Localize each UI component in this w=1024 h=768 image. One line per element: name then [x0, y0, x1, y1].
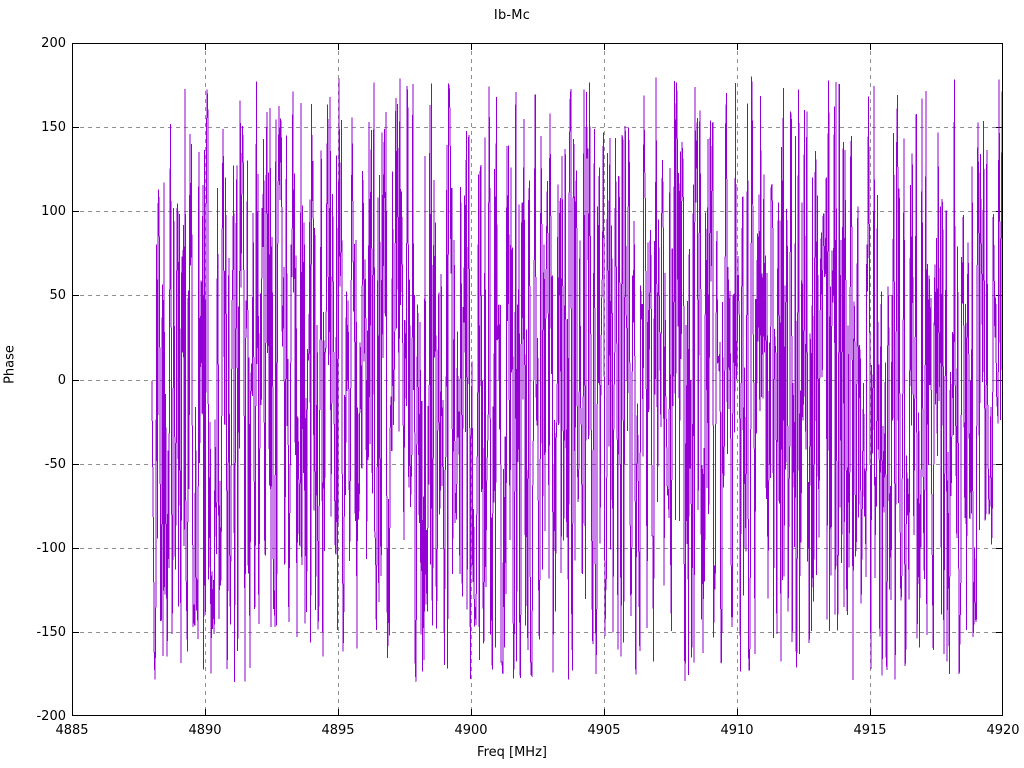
chart-title: Ib-Mc — [493, 8, 531, 23]
data-series-line — [151, 76, 1003, 683]
y-tick-label: -200 — [36, 709, 66, 724]
plot-canvas — [72, 43, 1003, 716]
axis-tick-marks — [72, 43, 1003, 716]
x-tick-label: 4905 — [587, 723, 621, 738]
data-series-layer — [151, 76, 1003, 683]
y-tick-label: 50 — [49, 288, 66, 304]
x-tick-label: 4890 — [188, 723, 222, 738]
y-tick-label: -150 — [36, 624, 66, 640]
x-tick-label: 4920 — [986, 723, 1020, 738]
y-tick-label: -50 — [44, 456, 66, 472]
x-tick-label: 4895 — [321, 723, 355, 738]
x-tick-label: 4910 — [720, 723, 754, 738]
y-tick-label: 0 — [57, 372, 66, 388]
y-tick-label: 100 — [41, 204, 66, 220]
y-axis-tick-labels: 200 150 100 50 0 -50 -100 -150 -200 — [0, 0, 66, 768]
x-tick-label: 4915 — [853, 723, 887, 738]
y-tick-label: 150 — [41, 120, 66, 136]
y-tick-label: 200 — [41, 36, 66, 51]
x-tick-label: 4900 — [454, 723, 488, 738]
x-tick-label: 4885 — [55, 723, 89, 738]
y-tick-label: -100 — [36, 540, 66, 556]
plot-area — [72, 43, 1003, 716]
x-axis-label: Freq [MHz] — [477, 745, 547, 760]
